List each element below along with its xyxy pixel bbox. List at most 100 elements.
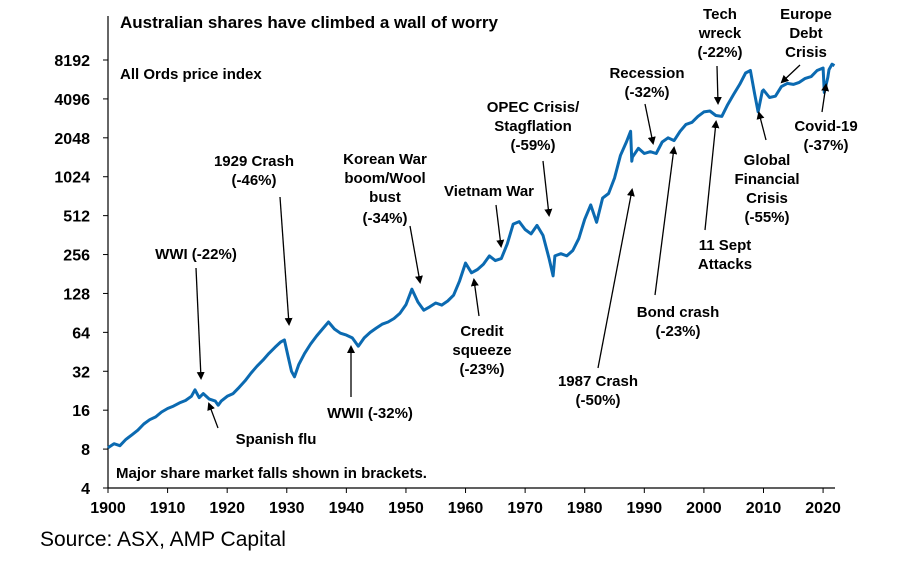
annotation-line: Covid-19: [794, 118, 857, 135]
annotation: Tech wreck (-22%): [697, 6, 743, 105]
annotation: Global Financial Crisis (-55%): [734, 111, 800, 226]
y-tick-label: 2048: [54, 131, 90, 148]
annotation-line: Credit: [460, 323, 503, 340]
annotation-line: Stagflation: [494, 118, 572, 135]
y-tick-label: 8192: [54, 53, 90, 70]
x-tick-label: 1910: [150, 500, 186, 517]
annotation-arrow: [713, 65, 722, 105]
y-tick-label: 4: [81, 481, 90, 498]
annotation-line: Financial: [734, 171, 799, 188]
annotation-line: Europe: [780, 6, 832, 23]
annotation-label: Europe Debt Crisis: [780, 6, 832, 61]
annotation-label: Vietnam War: [444, 183, 534, 200]
annotation-line: Tech: [703, 6, 737, 23]
annotation-arrow: [409, 225, 423, 284]
annotation-label: 11 Sept Attacks: [698, 237, 752, 273]
y-tick-label: 4096: [54, 92, 90, 109]
ticks: 4 8 16 32 64 128 256 512 1024 2048 4096 8192 1900 191…: [54, 53, 841, 517]
x-tick-label: 1990: [627, 500, 663, 517]
annotation-line: (-50%): [575, 392, 620, 409]
annotation-line: Korean War: [343, 151, 427, 168]
x-tick-label: 1980: [567, 500, 603, 517]
annotation-line: bust: [369, 189, 401, 206]
annotation-arrow: [470, 278, 480, 317]
annotation-arrow: [597, 188, 635, 369]
annotation-arrow: [704, 120, 720, 231]
annotation-line: WWII (-32%): [327, 405, 413, 422]
annotation-label: Covid-19 (-37%): [794, 118, 857, 154]
y-tick-label: 128: [63, 286, 90, 303]
annotation-line: boom/Wool: [344, 170, 425, 187]
annotation: Spanish flu: [207, 402, 317, 448]
x-tick-label: 1920: [209, 500, 245, 517]
annotation: Recession (-32%): [609, 65, 685, 145]
annotation-line: (-23%): [459, 361, 504, 378]
annotation: WWII (-32%): [327, 345, 413, 422]
annotation-label: Recession (-32%): [609, 65, 684, 101]
annotation: Europe Debt Crisis: [780, 6, 832, 84]
chart-labels: Australian shares have climbed a wall of…: [116, 13, 498, 482]
annotation: Covid-19 (-37%): [794, 83, 858, 154]
annotation-line: wreck: [698, 25, 742, 42]
x-tick-label: 1900: [90, 500, 126, 517]
annotation-line: Bond crash: [637, 304, 720, 321]
annotation-arrow: [821, 83, 830, 113]
x-tick-label: 1930: [269, 500, 305, 517]
x-tick-label: 1970: [507, 500, 543, 517]
series: [107, 62, 836, 449]
annotation-line: (-32%): [624, 84, 669, 101]
chart-subtitle: All Ords price index: [120, 66, 262, 83]
annotation-arrow: [654, 146, 678, 296]
source-note: Source: ASX, AMP Capital: [40, 528, 286, 551]
annotation-label: WWI (-22%): [155, 246, 237, 263]
annotation-arrow: [207, 402, 219, 429]
annotation-line: 1929 Crash: [214, 153, 294, 170]
annotation-line: (-55%): [744, 209, 789, 226]
annotation-arrow: [195, 267, 205, 380]
annotation-line: squeeze: [452, 342, 511, 359]
annotation-label: Global Financial Crisis (-55%): [734, 152, 799, 226]
annotation-label: Korean War boom/Wool bust: [343, 151, 427, 206]
annotation-label: OPEC Crisis/Stagflation (-59%): [487, 99, 580, 154]
annotation-label: Bond crash (-23%): [637, 304, 720, 340]
annotation-arrow: [279, 196, 293, 326]
axes: [107, 16, 835, 489]
y-tick-label: 512: [63, 209, 90, 226]
series-line-all-ords: [107, 62, 836, 449]
chart-title: Australian shares have climbed a wall of…: [120, 13, 498, 32]
annotation-label: 1929 Crash (-46%): [214, 153, 294, 189]
annotation-label: (-34%): [362, 210, 407, 227]
annotation-arrow: [644, 103, 656, 145]
annotation: (-34%): [362, 210, 407, 227]
annotation: OPEC Crisis/Stagflation (-59%): [487, 99, 580, 217]
annotation-line: (-34%): [362, 210, 407, 227]
annotations: WWI (-22%) Spanish flu 1929 Crash (-46%) WWI…: [155, 6, 858, 448]
annotation: Korean War boom/Wool bust: [343, 151, 427, 284]
annotation: 1987 Crash (-50%): [558, 188, 638, 409]
annotation-line: Debt: [789, 25, 822, 42]
annotation-line: Crisis: [746, 190, 788, 207]
annotation-arrow: [780, 64, 801, 84]
chart: 4 8 16 32 64 128 256 512 1024 2048 4096 8192 1900 191…: [54, 6, 858, 517]
annotation-line: Recession: [609, 65, 684, 82]
annotation-line: WWI (-22%): [155, 246, 237, 263]
annotation-label: Tech wreck (-22%): [697, 6, 742, 61]
annotation-label: Spanish flu: [236, 431, 317, 448]
y-tick-label: 64: [72, 325, 90, 342]
annotation-line: (-37%): [803, 137, 848, 154]
annotation-arrow: [495, 204, 505, 248]
x-tick-label: 2020: [805, 500, 841, 517]
annotation-label: WWII (-32%): [327, 405, 413, 422]
annotation-line: Attacks: [698, 256, 752, 273]
annotation: Vietnam War: [444, 183, 534, 248]
annotation-line: Spanish flu: [236, 431, 317, 448]
annotation-line: 11 Sept: [699, 237, 752, 254]
y-tick-label: 1024: [54, 170, 90, 187]
x-tick-label: 2000: [686, 500, 722, 517]
annotation-arrow: [542, 160, 553, 217]
annotation-line: Global: [744, 152, 791, 169]
annotation-line: (-23%): [655, 323, 700, 340]
annotation-line: (-46%): [231, 172, 276, 189]
x-tick-label: 1960: [448, 500, 484, 517]
annotation-line: (-22%): [697, 44, 742, 61]
